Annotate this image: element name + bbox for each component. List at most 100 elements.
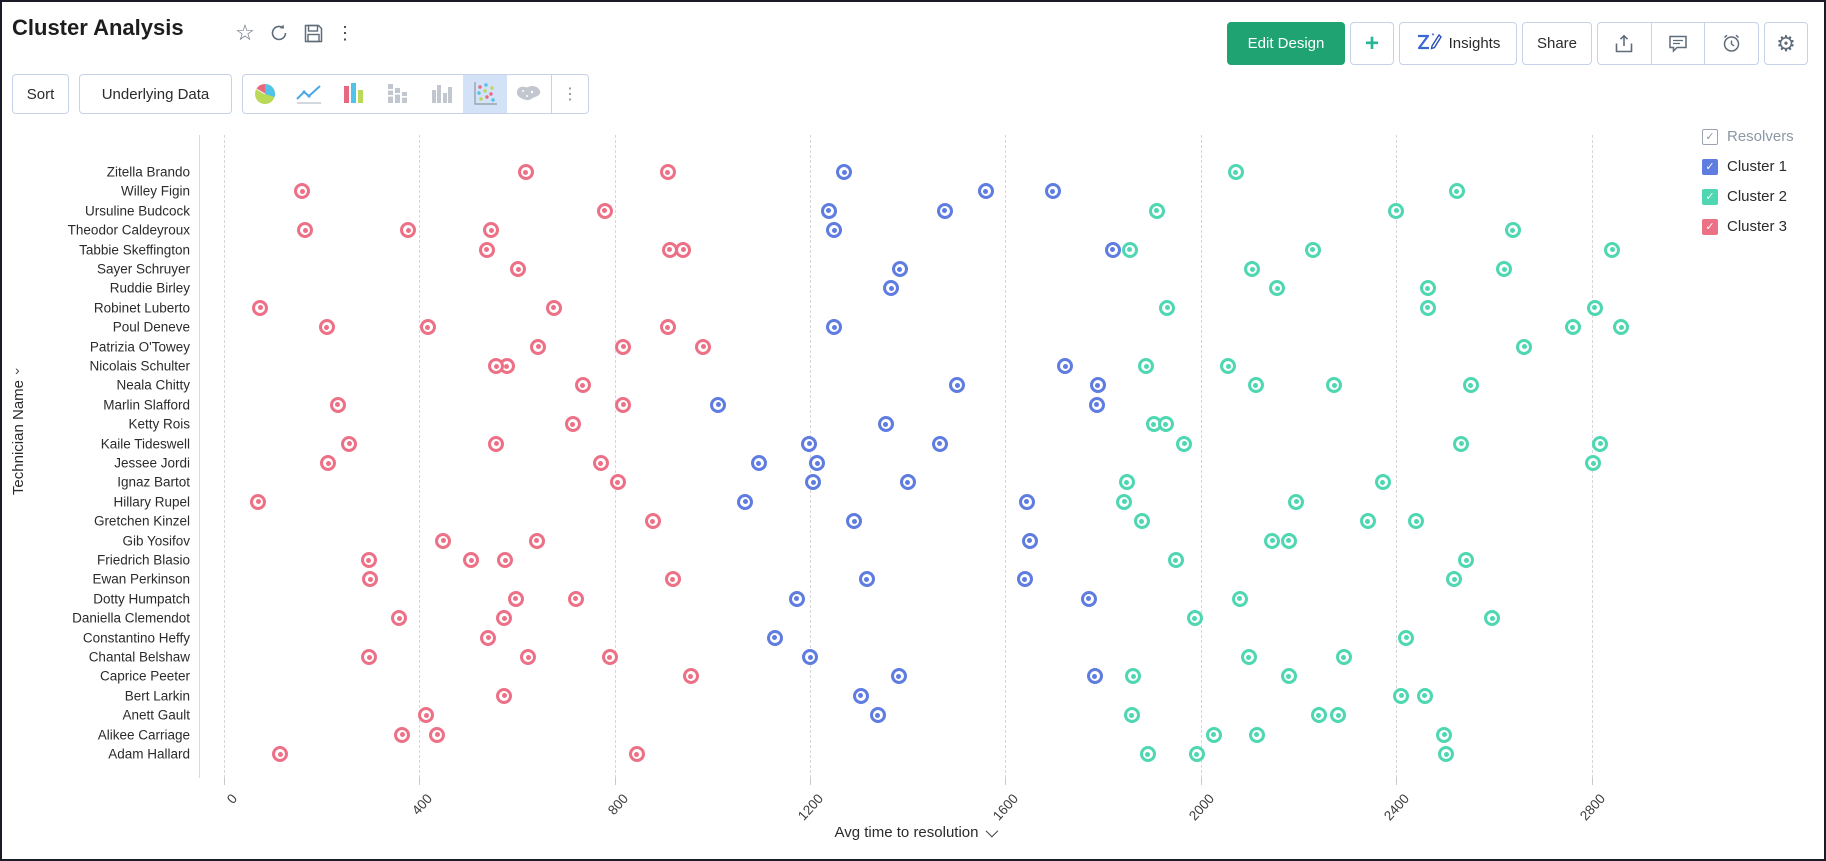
data-point-cluster-2[interactable] [1123,707,1140,724]
data-point-cluster-1[interactable] [1016,571,1033,588]
data-point-cluster-1[interactable] [1018,493,1035,510]
data-point-cluster-1[interactable] [766,629,783,646]
export-icon[interactable] [1598,23,1651,64]
data-point-cluster-3[interactable] [272,746,289,762]
data-point-cluster-2[interactable] [1220,358,1237,374]
data-point-cluster-3[interactable] [360,552,377,568]
data-point-cluster-2[interactable] [1448,183,1465,200]
data-point-cluster-1[interactable] [936,202,953,219]
data-point-cluster-2[interactable] [1564,319,1581,336]
data-point-cluster-3[interactable] [596,202,613,219]
line-chart-icon[interactable] [287,75,331,113]
data-point-cluster-3[interactable] [695,338,712,355]
underlying-data-button[interactable]: Underlying Data [79,74,232,114]
data-point-cluster-2[interactable] [1330,707,1347,724]
data-point-cluster-1[interactable] [949,377,966,394]
data-point-cluster-3[interactable] [329,396,346,413]
data-point-cluster-1[interactable] [710,396,727,413]
data-point-cluster-2[interactable] [1438,746,1455,762]
data-point-cluster-2[interactable] [1419,299,1436,316]
data-point-cluster-2[interactable] [1269,280,1286,297]
data-point-cluster-3[interactable] [435,532,452,549]
data-point-cluster-1[interactable] [820,202,837,219]
data-point-cluster-3[interactable] [496,687,513,704]
data-point-cluster-1[interactable] [869,707,886,724]
add-button[interactable]: + [1350,22,1394,65]
data-point-cluster-3[interactable] [628,746,645,762]
data-point-cluster-3[interactable] [480,629,497,646]
data-point-cluster-2[interactable] [1462,377,1479,394]
data-point-cluster-3[interactable] [528,532,545,549]
data-point-cluster-1[interactable] [826,222,842,239]
data-point-cluster-2[interactable] [1504,222,1521,239]
grouped-bar-chart-icon[interactable] [419,75,463,113]
pie-chart-icon[interactable] [243,75,287,113]
data-point-cluster-3[interactable] [545,299,562,316]
data-point-cluster-2[interactable] [1280,532,1297,549]
data-point-cluster-3[interactable] [394,726,411,743]
bar-chart-icon[interactable] [331,75,375,113]
scatter-chart-icon[interactable] [463,75,507,113]
data-point-cluster-3[interactable] [429,726,446,743]
data-point-cluster-3[interactable] [497,552,514,568]
data-point-cluster-1[interactable] [802,649,819,665]
title-more-icon[interactable]: ⋮ [336,22,354,43]
data-point-cluster-2[interactable] [1585,455,1602,471]
data-point-cluster-3[interactable] [517,164,534,180]
data-point-cluster-3[interactable] [488,358,505,374]
data-point-cluster-2[interactable] [1138,358,1155,374]
data-point-cluster-2[interactable] [1496,261,1513,277]
data-point-cluster-3[interactable] [391,610,408,627]
data-point-cluster-2[interactable] [1148,202,1165,219]
data-point-cluster-1[interactable] [846,513,863,530]
data-point-cluster-2[interactable] [1388,202,1405,219]
edit-design-button[interactable]: Edit Design [1227,22,1345,65]
refresh-icon[interactable] [266,20,292,46]
data-point-cluster-3[interactable] [341,435,358,452]
data-point-cluster-3[interactable] [400,222,417,239]
data-point-cluster-1[interactable] [977,183,994,200]
data-point-cluster-1[interactable] [852,687,869,704]
data-point-cluster-1[interactable] [1104,241,1121,258]
data-point-cluster-3[interactable] [483,222,500,239]
data-point-cluster-1[interactable] [809,455,826,471]
map-chart-icon[interactable] [507,75,551,113]
data-point-cluster-2[interactable] [1240,649,1257,665]
data-point-cluster-2[interactable] [1516,338,1533,355]
data-point-cluster-2[interactable] [1416,687,1433,704]
data-point-cluster-3[interactable] [574,377,591,394]
data-point-cluster-1[interactable] [890,668,907,685]
data-point-cluster-1[interactable] [788,590,805,607]
data-point-cluster-2[interactable] [1247,377,1264,394]
legend-item-cluster-1[interactable]: ✓ Cluster 1 [1702,158,1822,175]
data-point-cluster-3[interactable] [496,610,513,627]
sort-button[interactable]: Sort [12,74,69,114]
data-point-cluster-2[interactable] [1326,377,1343,394]
stacked-bar-chart-icon[interactable] [375,75,419,113]
data-point-cluster-2[interactable] [1186,610,1203,627]
data-point-cluster-2[interactable] [1176,435,1193,452]
data-point-cluster-2[interactable] [1116,493,1133,510]
data-point-cluster-2[interactable] [1133,513,1150,530]
data-point-cluster-3[interactable] [297,222,314,239]
data-point-cluster-2[interactable] [1288,493,1305,510]
data-point-cluster-2[interactable] [1139,746,1156,762]
data-point-cluster-3[interactable] [419,319,436,336]
data-point-cluster-2[interactable] [1227,164,1244,180]
data-point-cluster-2[interactable] [1453,435,1470,452]
comment-icon[interactable] [1650,23,1705,64]
save-icon[interactable] [300,20,326,46]
data-point-cluster-3[interactable] [530,338,547,355]
data-point-cluster-2[interactable] [1613,319,1630,336]
data-point-cluster-2[interactable] [1446,571,1463,588]
data-point-cluster-3[interactable] [510,261,527,277]
data-point-cluster-3[interactable] [682,668,699,685]
y-axis-title[interactable]: Technician Name [10,380,27,496]
share-button[interactable]: Share [1522,22,1592,65]
legend-checkbox[interactable]: ✓ [1702,158,1718,175]
data-point-cluster-3[interactable] [488,435,505,452]
data-point-cluster-1[interactable] [737,493,754,510]
data-point-cluster-3[interactable] [418,707,435,724]
data-point-cluster-2[interactable] [1244,261,1261,277]
data-point-cluster-3[interactable] [615,396,632,413]
